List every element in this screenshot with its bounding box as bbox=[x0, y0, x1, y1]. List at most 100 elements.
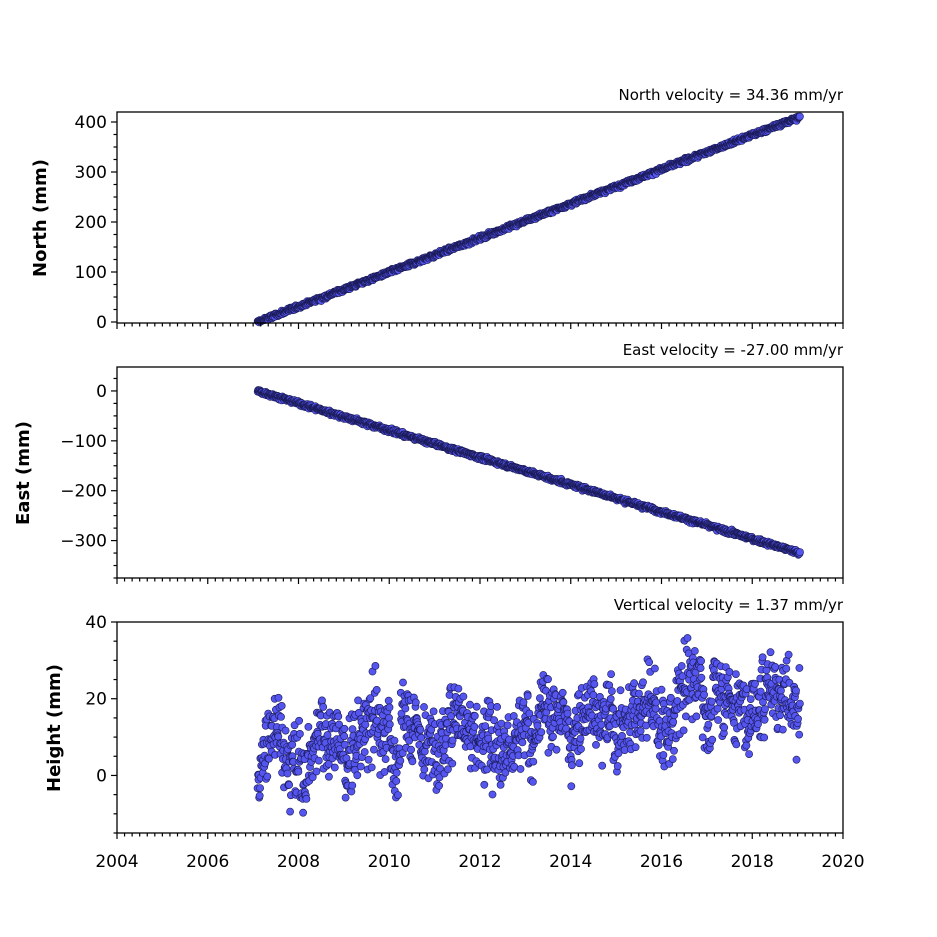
height-data-point bbox=[470, 712, 479, 720]
height-data-point bbox=[454, 684, 463, 693]
height-data-point bbox=[645, 658, 653, 667]
height-data-point bbox=[324, 772, 333, 781]
height-data-point bbox=[472, 702, 481, 711]
height-data-point bbox=[312, 767, 321, 776]
height-data-point bbox=[348, 725, 357, 734]
north-y-ticks: 0 100 200 300 400 bbox=[75, 113, 117, 333]
x-tick-label: 2006 bbox=[186, 852, 229, 872]
height-data-point bbox=[732, 670, 740, 678]
x-tick-label: 2008 bbox=[277, 852, 320, 872]
height-data-point bbox=[589, 691, 598, 699]
height-data-point bbox=[792, 755, 801, 764]
height-data-point bbox=[708, 735, 717, 744]
height-data-point bbox=[356, 762, 365, 771]
height-data-point bbox=[576, 734, 585, 743]
height-data-point bbox=[341, 793, 350, 802]
height-data-point bbox=[679, 726, 688, 735]
height-data-point bbox=[385, 703, 394, 712]
height-data-point bbox=[597, 720, 606, 729]
height-data-point bbox=[657, 685, 666, 694]
height-data-point bbox=[796, 699, 804, 708]
height-data-point bbox=[516, 765, 525, 773]
height-data-point bbox=[636, 727, 645, 735]
height-data-point bbox=[639, 678, 647, 687]
height-data-point bbox=[707, 697, 716, 706]
height-data-point bbox=[714, 716, 722, 724]
height-data-point bbox=[567, 782, 576, 791]
height-data-point bbox=[470, 722, 479, 731]
height-data-point bbox=[607, 670, 615, 678]
height-data-point bbox=[323, 731, 332, 739]
height-data-point bbox=[690, 647, 699, 655]
height-data-point bbox=[537, 728, 546, 737]
y-tick-label: 0 bbox=[96, 766, 107, 786]
height-data-point bbox=[408, 757, 417, 766]
height-data-point bbox=[318, 696, 326, 705]
height-data-point bbox=[592, 741, 600, 749]
height-data-point bbox=[385, 714, 393, 722]
height-data-point bbox=[314, 756, 323, 765]
height-data-point bbox=[778, 725, 787, 734]
height-data-point bbox=[372, 686, 381, 694]
height-data-point bbox=[348, 781, 357, 790]
east-points bbox=[253, 386, 804, 559]
vertical-velocity-title: Vertical velocity = 1.37 mm/yr bbox=[614, 596, 844, 614]
height-data-point bbox=[698, 733, 707, 742]
height-data-point bbox=[256, 784, 264, 792]
east-panel: East velocity = -27.00 mm/yr East (mm) 0… bbox=[13, 341, 844, 584]
height-data-point bbox=[613, 762, 622, 770]
height-data-point bbox=[407, 745, 415, 754]
height-data-point bbox=[577, 745, 585, 753]
height-data-point bbox=[616, 686, 625, 695]
height-data-point bbox=[563, 709, 572, 718]
height-data-point bbox=[742, 741, 751, 750]
height-data-point bbox=[794, 715, 802, 723]
y-tick-label: 200 bbox=[75, 213, 107, 233]
x-tick-label: 2014 bbox=[549, 852, 592, 872]
height-data-point bbox=[394, 791, 402, 799]
height-data-point bbox=[700, 690, 708, 699]
height-data-point bbox=[635, 689, 643, 698]
height-data-point bbox=[519, 698, 528, 707]
height-data-point bbox=[654, 741, 663, 749]
height-data-point bbox=[795, 730, 804, 739]
height-data-point bbox=[286, 807, 294, 816]
height-data-point bbox=[493, 703, 501, 711]
height-data-point bbox=[766, 648, 775, 657]
height-data-point bbox=[496, 781, 505, 789]
height-data-point bbox=[466, 700, 474, 709]
height-data-point bbox=[523, 692, 532, 700]
height-data-point bbox=[367, 763, 376, 772]
x-tick-labels: 2004 2006 2008 2010 2012 2014 2016 2018 2020 bbox=[95, 852, 864, 872]
height-data-point bbox=[459, 692, 468, 701]
height-data-point bbox=[652, 698, 660, 707]
height-data-point bbox=[745, 750, 753, 758]
height-data-point bbox=[285, 781, 293, 789]
height-data-point bbox=[481, 722, 490, 730]
height-data-point bbox=[340, 724, 349, 733]
height-data-point bbox=[760, 715, 769, 724]
height-data-point bbox=[618, 732, 626, 740]
height-data-point bbox=[668, 755, 677, 763]
height-data-point bbox=[294, 767, 303, 776]
height-data-point bbox=[725, 668, 734, 676]
height-data-point bbox=[304, 723, 313, 731]
y-tick-label: 400 bbox=[75, 113, 107, 133]
height-data-point bbox=[761, 705, 769, 713]
height-data-point bbox=[411, 698, 420, 707]
height-data-point bbox=[575, 759, 584, 768]
height-data-point bbox=[590, 680, 599, 688]
height-data-point bbox=[277, 713, 285, 721]
height-data-point bbox=[746, 695, 755, 703]
height-data-point bbox=[373, 716, 381, 725]
east-data-point bbox=[796, 548, 804, 556]
height-data-point bbox=[760, 733, 769, 742]
height-data-point bbox=[392, 777, 401, 785]
height-data-point bbox=[448, 759, 457, 768]
height-data-point bbox=[559, 698, 568, 707]
height-data-point bbox=[334, 712, 343, 721]
x-tick-label: 2018 bbox=[731, 852, 774, 872]
height-data-point bbox=[598, 761, 607, 770]
height-data-point bbox=[529, 757, 538, 766]
height-data-point bbox=[369, 745, 378, 754]
